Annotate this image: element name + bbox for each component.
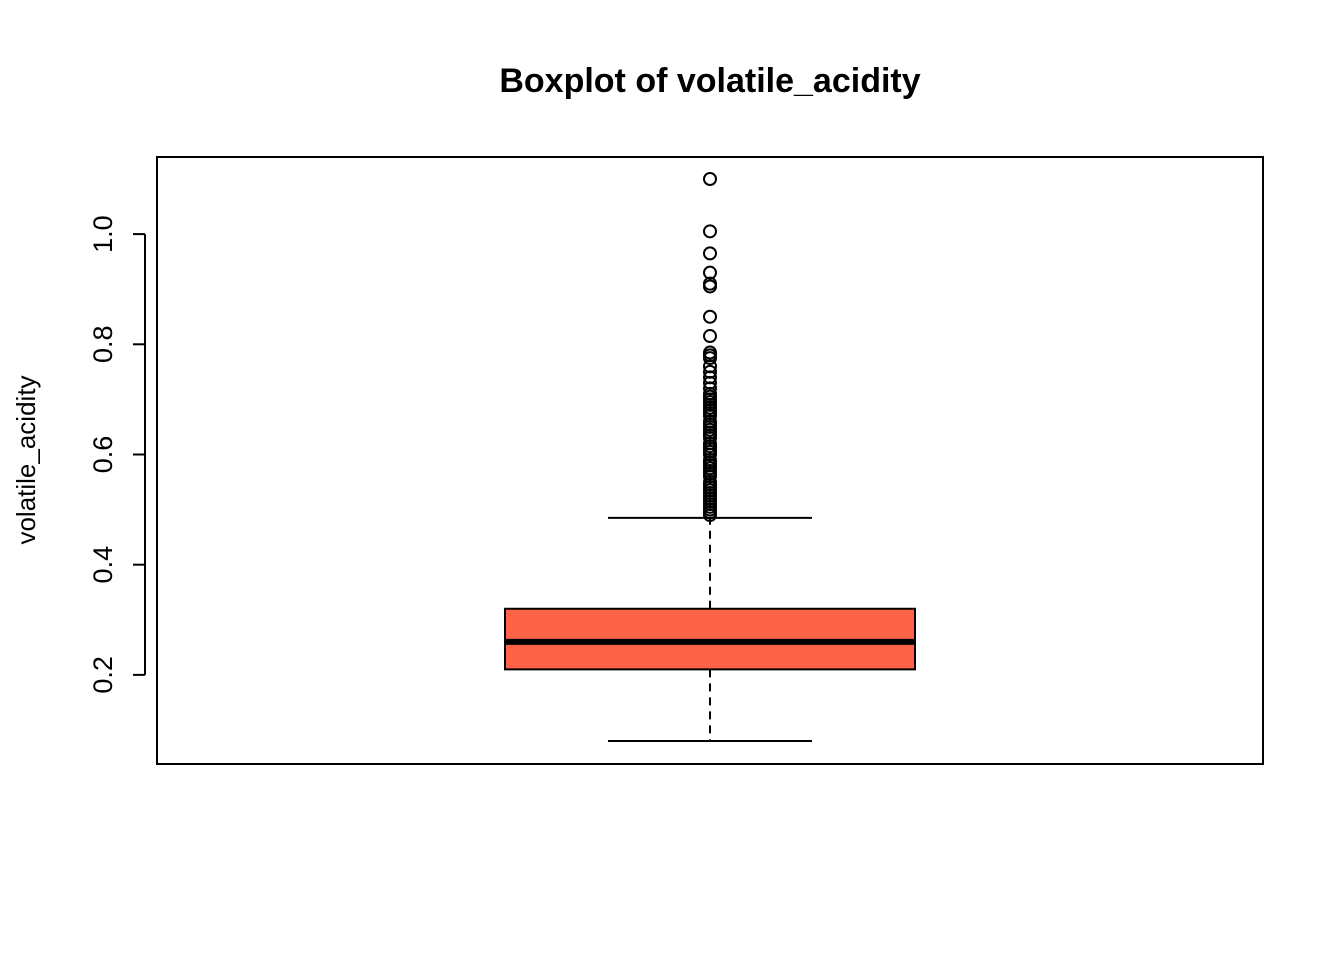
outlier-point — [703, 309, 717, 324]
outlier-point — [703, 224, 717, 239]
outlier-point — [703, 345, 717, 360]
outlier-point — [703, 246, 717, 261]
y-tick-label: 0.2 — [88, 656, 118, 694]
y-tick-label: 0.6 — [88, 436, 118, 474]
y-axis: 0.2 0.4 0.6 0.8 1.0 — [88, 215, 146, 694]
plot-frame — [156, 156, 1264, 765]
outlier-point — [703, 364, 717, 379]
y-tick-label: 1.0 — [88, 215, 118, 253]
outlier-point — [703, 172, 717, 186]
box — [504, 607, 916, 671]
y-axis-label: volatile_acidity — [11, 375, 41, 544]
chart-title: Boxplot of volatile_acidity — [499, 62, 920, 100]
y-tick-label: 0.4 — [88, 546, 118, 584]
outlier-points — [703, 172, 717, 523]
outlier-point — [703, 265, 717, 280]
outlier-point — [703, 329, 717, 344]
y-tick-label: 0.8 — [88, 326, 118, 364]
